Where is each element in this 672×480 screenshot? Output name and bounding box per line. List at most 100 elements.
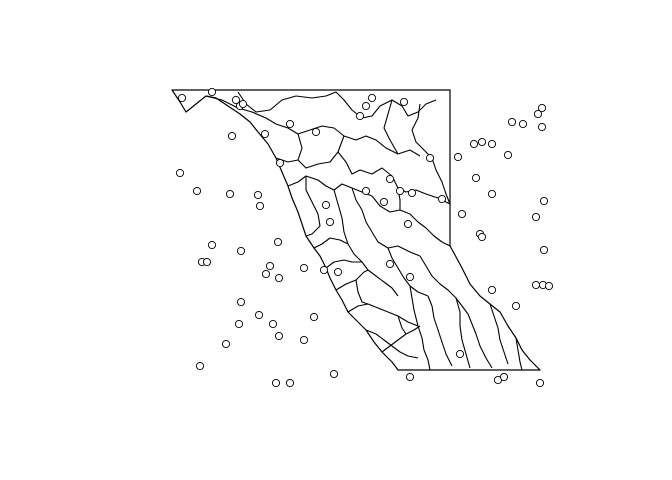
point-marker [453,152,463,162]
region-line [371,195,451,247]
point-marker [531,280,541,290]
region-line [335,91,437,119]
point-marker [299,263,309,273]
point-marker [503,150,513,160]
region-line [305,176,321,237]
point-marker [518,119,528,129]
region-line [313,237,349,249]
point-marker [192,186,202,196]
point-marker [385,174,395,184]
point-marker [333,267,343,277]
point-marker [273,237,283,247]
point-marker [274,331,284,341]
region-line [383,99,399,155]
point-marker [477,232,487,242]
point-marker [469,139,479,149]
point-marker [457,209,467,219]
region-line [381,325,421,353]
region-line [309,125,421,157]
point-marker [487,139,497,149]
point-marker [405,272,415,282]
point-marker [253,190,263,200]
point-marker [471,173,481,183]
point-marker [227,131,237,141]
point-marker [285,378,295,388]
point-marker [539,245,549,255]
point-marker [202,257,212,267]
point-marker [329,369,339,379]
point-marker [437,194,447,204]
point-marker [537,122,547,132]
region-line [411,103,451,205]
region-line [489,303,509,365]
point-marker [395,186,405,196]
point-marker [261,269,271,279]
point-marker [271,378,281,388]
point-marker [236,297,246,307]
point-markers [175,87,554,388]
region-line [387,247,429,297]
point-marker [544,281,554,291]
region-line [455,297,471,369]
point-marker [367,93,377,103]
point-marker [403,219,413,229]
point-marker [511,301,521,311]
point-marker [309,312,319,322]
point-marker [535,378,545,388]
point-marker [221,339,231,349]
region-line [335,269,399,297]
region-line [417,325,431,371]
point-marker [487,285,497,295]
region-boundaries [171,89,541,371]
point-marker [361,186,371,196]
point-marker [399,97,409,107]
region-line [347,303,419,327]
point-marker [207,240,217,250]
region-line [515,337,523,371]
point-marker [177,93,187,103]
point-marker [477,137,487,147]
point-marker [195,361,205,371]
point-marker [274,273,284,283]
point-marker [537,103,547,113]
point-marker [385,259,395,269]
point-marker [265,261,275,271]
point-marker [455,349,465,359]
region-line [333,189,369,271]
point-marker [487,189,497,199]
region-line [397,315,407,335]
region-line [365,329,419,359]
point-marker [533,109,543,119]
region-line [409,285,419,327]
point-marker [254,310,264,320]
point-marker [234,319,244,329]
region-line [325,259,362,269]
point-marker [311,127,321,137]
point-marker [361,101,371,111]
point-marker [319,265,329,275]
region-line [351,187,421,257]
region-line [287,175,373,197]
point-marker [268,319,278,329]
point-marker [260,129,270,139]
point-marker [325,217,335,227]
point-marker [207,87,217,97]
point-marker [299,335,309,345]
point-marker [255,201,265,211]
point-marker [379,197,389,207]
point-marker [355,111,365,121]
region-line [237,91,337,113]
region-line [355,279,369,305]
point-marker [425,153,435,163]
region-line [427,295,453,367]
point-marker [275,158,285,168]
point-marker [499,372,509,382]
point-marker [531,212,541,222]
point-marker [231,95,241,105]
outer-boundary [171,89,541,371]
region-line [467,313,493,369]
point-marker [236,246,246,256]
point-marker [539,196,549,206]
region-line [297,133,345,169]
